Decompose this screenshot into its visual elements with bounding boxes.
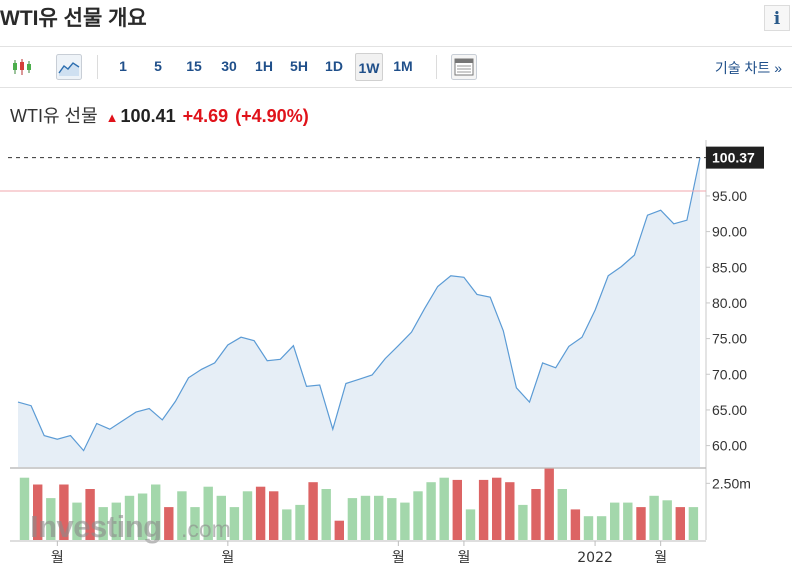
x-tick-label: 월 (457, 550, 470, 566)
volume-bar (675, 507, 685, 540)
volume-bar (478, 479, 489, 540)
timeframe-5[interactable]: 5 (154, 58, 162, 74)
y-tick-label: 70.00 (712, 366, 747, 382)
volume-bar (19, 477, 30, 540)
price-line (17, 157, 701, 452)
volume-bar (151, 484, 161, 540)
price-change-percent: (+4.90%) (235, 106, 309, 126)
last-price-badge (706, 146, 764, 169)
volume-bar (59, 484, 69, 540)
volume-bar (46, 498, 56, 540)
volume-bar (374, 495, 384, 540)
volume-bar (636, 507, 646, 540)
volume-bar (255, 486, 266, 540)
volume-bar (531, 489, 541, 540)
divider (0, 46, 792, 47)
volume-bar (98, 507, 108, 540)
volume-bar (439, 477, 449, 540)
timeframe-1d[interactable]: 1D (325, 58, 343, 74)
y-tick-label: 85.00 (712, 259, 747, 275)
toolbar-divider (436, 55, 437, 79)
timeframe-1w[interactable]: 1W (355, 53, 383, 81)
volume-bar (216, 495, 226, 540)
volume-bar (649, 495, 659, 540)
instrument-name: WTI유 선물 (10, 106, 98, 126)
volume-bar (583, 516, 594, 540)
x-tick-label: 월 (51, 550, 64, 566)
x-tick-label: 월 (392, 550, 405, 566)
volume-bar (229, 507, 240, 540)
volume-bar (295, 504, 305, 540)
technical-chart-link[interactable]: 기술 차트 » (714, 60, 782, 76)
last-price-label: 100.37 (712, 150, 755, 166)
volume-bar (347, 498, 358, 540)
timeframe-1m[interactable]: 1M (393, 58, 413, 74)
up-arrow-icon: ▲ (105, 110, 119, 125)
volume-bar (190, 507, 200, 540)
volume-bar (492, 477, 502, 540)
volume-bar (610, 502, 620, 540)
page-title: WTI유 선물 개요 (0, 7, 147, 30)
info-icon[interactable]: i (764, 5, 790, 31)
x-tick-label: 월 (654, 550, 667, 566)
timeframe-1h[interactable]: 1H (255, 58, 273, 74)
volume-bar (85, 489, 95, 540)
volume-bar (72, 502, 82, 540)
volume-bar (360, 495, 371, 540)
timeframe-30[interactable]: 30 (221, 58, 237, 74)
timeframe-1[interactable]: 1 (119, 58, 127, 74)
volume-bar (544, 468, 554, 540)
last-price: 100.41 (120, 106, 176, 126)
volume-bar (557, 489, 567, 540)
volume-bar (111, 502, 121, 540)
volume-bar (321, 489, 331, 540)
volume-bar (177, 491, 187, 540)
y-tick-label: 90.00 (712, 224, 747, 240)
y-tick-label: 80.00 (712, 295, 747, 311)
volume-bar (33, 484, 43, 540)
toolbar-divider (97, 55, 98, 79)
volume-bar (282, 509, 292, 540)
volume-bar (269, 491, 279, 540)
price-change: +4.69 (182, 106, 229, 126)
volume-bar (570, 509, 581, 540)
volume-axis-label: 2.50m (712, 475, 751, 491)
timeframe-15[interactable]: 15 (186, 58, 202, 74)
volume-bar (688, 507, 699, 540)
layout-icon[interactable] (451, 54, 477, 80)
volume-bar (308, 482, 318, 540)
volume-bar (137, 493, 148, 540)
volume-bar (413, 491, 423, 540)
volume-bar (242, 491, 253, 540)
price-area (18, 157, 700, 467)
x-tick-label: 월 (221, 550, 234, 566)
y-tick-label: 95.00 (712, 188, 747, 204)
volume-bar (203, 486, 213, 540)
y-tick-label: 60.00 (712, 438, 747, 454)
volume-bar (505, 482, 515, 540)
y-tick-label: 75.00 (712, 331, 747, 347)
candlestick-icon[interactable] (10, 54, 36, 80)
investing-watermark: Investing (30, 509, 162, 544)
chart-toolbar: 1 5 15 30 1H 5H 1D 1W 1M 기술 차트 » (0, 47, 792, 88)
timeframe-5h[interactable]: 5H (290, 58, 308, 74)
x-tick-label: 2022 (577, 550, 613, 566)
volume-bar (596, 516, 607, 540)
volume-bar (426, 482, 436, 540)
volume-bar (662, 500, 672, 540)
volume-bar (387, 498, 397, 540)
volume-bar (518, 504, 528, 540)
volume-bar (452, 479, 462, 540)
quote-summary: WTI유 선물 ▲ 100.41 +4.69 (+4.90%) (10, 102, 309, 128)
area-chart-icon[interactable] (56, 54, 82, 80)
volume-bar (124, 495, 135, 540)
volume-bar (465, 509, 476, 540)
volume-bar (164, 507, 174, 540)
volume-bar (623, 502, 633, 540)
y-tick-label: 65.00 (712, 402, 747, 418)
volume-bar (334, 520, 344, 540)
investing-watermark-suffix: .com (181, 516, 231, 542)
volume-bar (400, 502, 410, 540)
